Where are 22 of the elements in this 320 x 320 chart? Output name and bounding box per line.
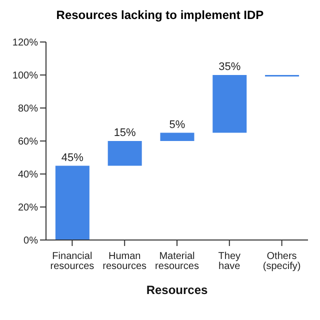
x-tick-label: Others (specify): [262, 251, 301, 272]
data-label: 35%: [218, 61, 241, 73]
chart-title: Resources lacking to implement IDP: [55, 8, 265, 24]
y-tick-label: 60%: [18, 136, 38, 148]
data-label: 5%: [169, 118, 186, 131]
bar: [160, 132, 194, 141]
y-tick-label: 0%: [24, 236, 38, 247]
x-tick-label: Human resources: [102, 251, 147, 272]
y-tick-label: 80%: [18, 104, 38, 115]
x-tick-label: They have: [218, 251, 241, 272]
x-tick-label: Financial resources: [50, 251, 94, 272]
bar: [108, 141, 142, 166]
y-tick-label: 100%: [12, 70, 38, 82]
y-tick-label: 40%: [18, 170, 38, 181]
data-label: 15%: [114, 127, 136, 139]
y-tick-label: 120%: [12, 38, 38, 49]
bar: [212, 75, 247, 133]
y-tick-label: 20%: [18, 202, 38, 214]
x-tick-label: Material resources: [155, 251, 199, 272]
bar: [55, 166, 90, 240]
x-axis-title: Resources: [146, 283, 208, 297]
data-label: 45%: [61, 152, 84, 164]
